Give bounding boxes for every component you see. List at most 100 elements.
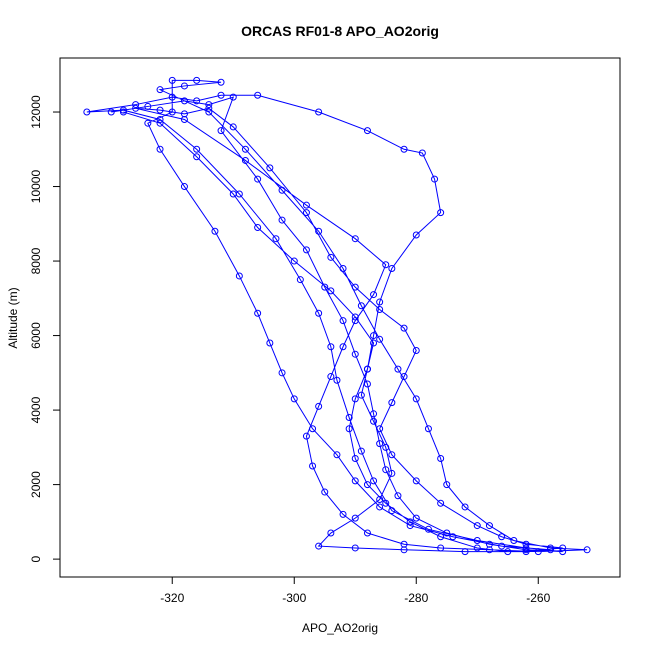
point [424,525,432,533]
point [315,108,323,116]
point [351,235,359,243]
point [418,149,426,157]
point [217,127,225,135]
point [302,246,310,254]
point [296,276,304,284]
y-tick-label: 2000 [29,471,43,498]
x-tick-label: -260 [526,591,550,605]
point [400,373,408,381]
point [333,451,341,459]
point [357,391,365,399]
point [351,514,359,522]
point [144,119,152,127]
point [546,544,554,552]
point [235,272,243,280]
point [229,93,237,101]
y-tick-label: 4000 [29,396,43,423]
plot-frame [59,57,621,578]
point [309,462,317,470]
point [370,291,378,299]
point [241,145,249,153]
point [370,410,378,418]
point [522,540,530,548]
point [351,283,359,291]
point [193,145,201,153]
point [193,76,201,84]
point [473,544,481,552]
point [339,265,347,273]
point [83,108,91,116]
point [559,544,567,552]
point [205,108,213,116]
point [229,190,237,198]
point [351,313,359,321]
point [498,542,506,550]
point [156,119,164,127]
point [302,209,310,217]
point [388,469,396,477]
point [522,548,530,556]
point [485,546,493,554]
point [119,108,127,116]
point [156,106,164,114]
point [302,201,310,209]
point [357,447,365,455]
point [363,380,371,388]
x-axis-label: APO_AO2orig [302,621,378,635]
point [376,440,384,448]
point [461,548,469,556]
x-tick-label: -300 [282,591,306,605]
point [363,481,371,489]
point [424,425,432,433]
point [376,335,384,343]
point [382,466,390,474]
point [400,324,408,332]
point [412,346,420,354]
point [345,414,353,422]
point [437,544,445,552]
point [321,488,329,496]
point [406,522,414,530]
point [363,365,371,373]
y-tick-label: 6000 [29,322,43,349]
point [382,499,390,507]
point [473,536,481,544]
point [412,395,420,403]
point [351,455,359,463]
point [522,544,530,552]
point [156,86,164,94]
point [180,183,188,191]
point [504,548,512,556]
point [370,477,378,485]
point [498,533,506,541]
point [370,417,378,425]
point [339,343,347,351]
point [357,302,365,310]
point [205,101,213,109]
y-tick-label: 8000 [29,247,43,274]
point [388,399,396,407]
point [321,283,329,291]
point [406,518,414,526]
point [370,332,378,340]
point [376,496,384,504]
point [449,533,457,541]
point [351,477,359,485]
point [132,104,140,112]
point [382,443,390,451]
point [412,231,420,239]
point [473,522,481,530]
point [327,529,335,537]
chart-title: ORCAS RF01-8 APO_AO2orig [241,23,439,39]
point [193,97,201,105]
point [241,156,249,164]
point [437,499,445,507]
point [144,102,152,110]
point [168,93,176,101]
point [351,317,359,325]
point [437,209,445,217]
point [229,123,237,131]
point [290,257,298,265]
point [290,395,298,403]
